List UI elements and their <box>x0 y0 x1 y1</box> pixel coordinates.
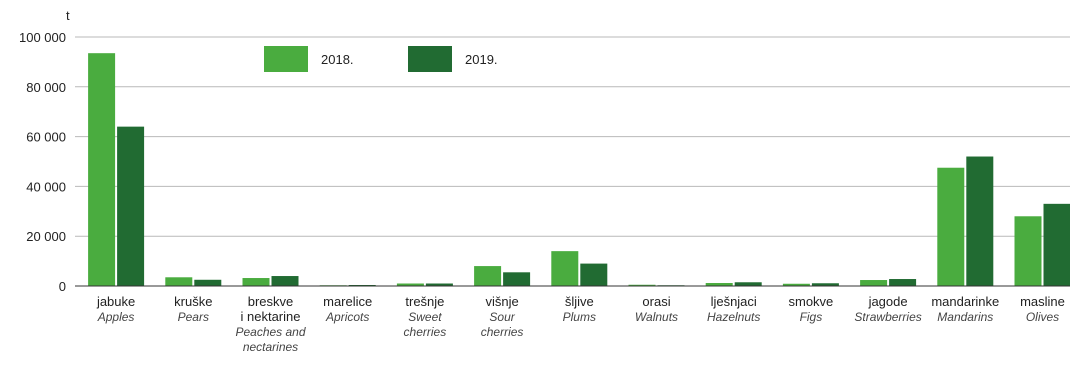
bar-series-1 <box>860 280 888 286</box>
category-label: višnje <box>485 294 518 309</box>
y-tick-label: 20 000 <box>26 229 66 244</box>
y-tick-label: 40 000 <box>26 179 66 194</box>
category-sublabel: Hazelnuts <box>707 310 760 324</box>
category-sublabel: Olives <box>1026 310 1059 324</box>
bar-series-1 <box>474 266 502 286</box>
bar-series-2 <box>1043 203 1070 286</box>
bar-series-2 <box>580 263 608 286</box>
y-tick-label: 100 000 <box>19 30 66 45</box>
bar-series-1 <box>242 278 270 286</box>
category-label: breskve <box>248 294 294 309</box>
category-label: orasi <box>642 294 670 309</box>
category-sublabel: Peaches and <box>235 325 305 339</box>
y-unit-label: t <box>66 8 70 23</box>
legend-swatch <box>264 46 308 72</box>
bar-series-2 <box>503 272 531 286</box>
bar-series-2 <box>271 276 299 286</box>
bar-series-1 <box>88 53 116 287</box>
bar-series-1 <box>937 167 965 286</box>
category-sublabel: cherries <box>481 325 524 339</box>
category-label: mandarinke <box>931 294 999 309</box>
y-tick-label: 0 <box>59 279 66 294</box>
category-sublabel: cherries <box>404 325 447 339</box>
category-label: smokve <box>789 294 834 309</box>
grid-lines <box>75 36 1070 237</box>
category-label: kruške <box>174 294 212 309</box>
category-label: šljive <box>565 294 594 309</box>
category-sublabel: Figs <box>800 310 823 324</box>
bar-series-2 <box>966 156 994 286</box>
bar-series-1 <box>396 283 424 286</box>
bar-series-2 <box>117 126 145 286</box>
legend-label: 2019. <box>465 52 498 67</box>
bar-series-1 <box>551 251 579 286</box>
y-axis-ticks: 0 20 000 40 000 60 000 80 000 100 000 <box>19 30 66 294</box>
category-sublabel: Apricots <box>325 310 369 324</box>
category-label: lješnjaci <box>711 294 757 309</box>
bar-series-2 <box>425 283 453 286</box>
category-label: trešnje <box>405 294 444 309</box>
bar-series-2 <box>889 279 917 286</box>
category-sublabel: Sour <box>489 310 515 324</box>
bar-series-2 <box>734 282 762 286</box>
bar-series-2 <box>194 279 222 286</box>
bars <box>88 53 1070 287</box>
category-sublabel: Strawberries <box>854 310 921 324</box>
category-sublabel: Plums <box>563 310 596 324</box>
category-sublabel: Pears <box>178 310 209 324</box>
category-label: jabuke <box>96 294 135 309</box>
category-sublabel: Walnuts <box>635 310 678 324</box>
category-sublabel: nectarines <box>243 340 298 354</box>
category-sublabel: Mandarins <box>937 310 993 324</box>
category-sublabel: Sweet <box>408 310 442 324</box>
category-label: jagode <box>868 294 908 309</box>
y-tick-label: 60 000 <box>26 130 66 145</box>
y-tick-label: 80 000 <box>26 80 66 95</box>
bar-series-1 <box>1014 216 1042 286</box>
legend: 2018. 2019. <box>264 46 498 72</box>
bar-series-2 <box>811 283 839 286</box>
category-label: masline <box>1020 294 1065 309</box>
category-sublabel: Apples <box>97 310 135 324</box>
bar-series-1 <box>165 277 193 286</box>
category-label: marelice <box>323 294 372 309</box>
category-label: i nektarine <box>241 309 301 324</box>
bar-series-1 <box>628 284 656 286</box>
legend-label: 2018. <box>321 52 354 67</box>
legend-swatch <box>408 46 452 72</box>
bar-series-1 <box>705 283 733 286</box>
bar-series-1 <box>782 283 810 286</box>
